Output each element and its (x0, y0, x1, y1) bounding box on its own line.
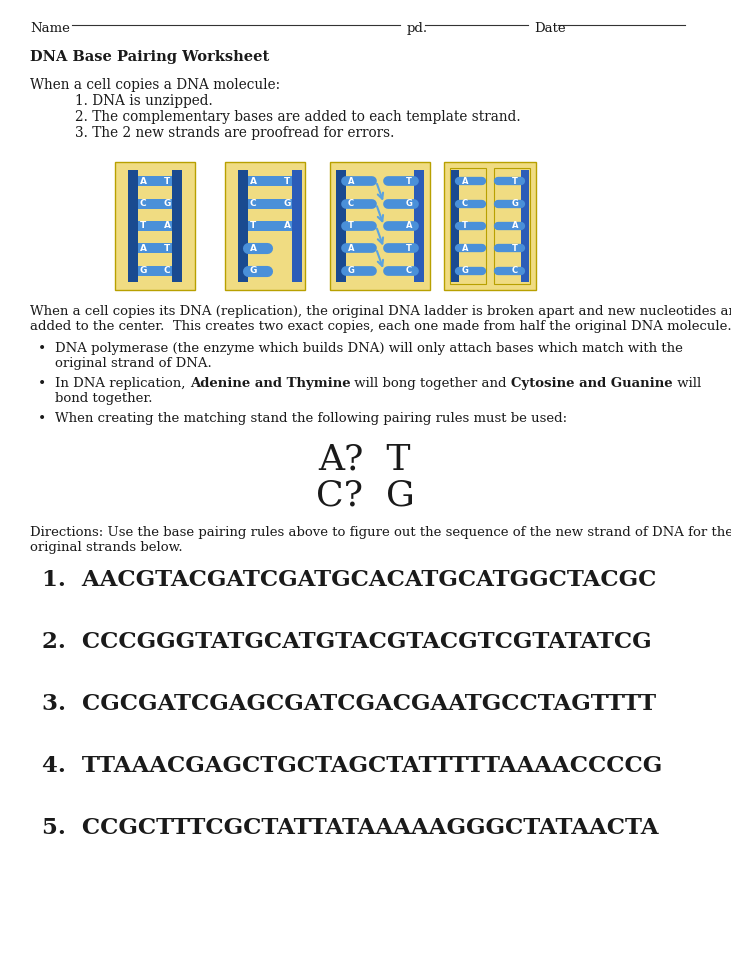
Bar (450, 168, 486, 284)
Text: T: T (348, 222, 354, 230)
Bar (248, 198, 292, 209)
Text: A: A (512, 222, 518, 230)
Bar (521, 170, 529, 282)
Text: C: C (164, 266, 170, 275)
Text: T: T (512, 244, 518, 253)
Text: A: A (249, 244, 257, 253)
Bar (292, 170, 302, 282)
Text: C: C (140, 199, 146, 208)
Bar (248, 221, 292, 231)
Text: DNA polymerase (the enzyme which builds DNA) will only attach bases which match : DNA polymerase (the enzyme which builds … (55, 342, 683, 355)
Text: G: G (347, 266, 355, 275)
Bar (138, 198, 172, 209)
Text: original strand of DNA.: original strand of DNA. (55, 357, 212, 370)
Text: •: • (38, 377, 46, 391)
Text: •: • (38, 342, 46, 356)
Text: C: C (250, 199, 257, 208)
Text: T: T (250, 222, 256, 230)
Text: When creating the matching stand the following pairing rules must be used:: When creating the matching stand the fol… (55, 412, 567, 425)
Text: A: A (406, 222, 412, 230)
Text: A: A (140, 177, 146, 186)
Text: T: T (462, 222, 468, 230)
Bar (138, 176, 172, 187)
Text: 1. DNA is unzipped.: 1. DNA is unzipped. (75, 94, 213, 108)
Text: T: T (284, 177, 290, 186)
Text: C?  G: C? G (316, 478, 414, 512)
Text: T: T (512, 177, 518, 186)
Bar (414, 170, 424, 282)
Bar (115, 162, 195, 290)
Text: T: T (406, 177, 412, 186)
Text: A?  T: A? T (319, 442, 412, 476)
Text: C: C (462, 199, 468, 208)
Text: G: G (512, 199, 518, 208)
Bar (138, 243, 172, 254)
Text: G: G (249, 266, 257, 275)
Text: G: G (406, 199, 412, 208)
Text: T: T (164, 177, 170, 186)
Text: added to the center.  This creates two exact copies, each one made from half the: added to the center. This creates two ex… (30, 320, 731, 333)
Bar (128, 170, 138, 282)
Text: Directions: Use the base pairing rules above to figure out the sequence of the n: Directions: Use the base pairing rules a… (30, 526, 731, 539)
Text: T: T (406, 244, 412, 253)
Text: pd.: pd. (407, 22, 428, 35)
Bar (138, 265, 172, 276)
Text: A: A (140, 244, 146, 253)
Text: 3. The 2 new strands are proofread for errors.: 3. The 2 new strands are proofread for e… (75, 126, 395, 140)
Bar (451, 170, 459, 282)
Text: A: A (284, 222, 290, 230)
Text: 2. The complementary bases are added to each template strand.: 2. The complementary bases are added to … (75, 110, 520, 124)
Text: 3.  CGCGATCGAGCGATCGACGAATGCCTAGTTTT: 3. CGCGATCGAGCGATCGACGAATGCCTAGTTTT (42, 693, 656, 715)
Bar (225, 162, 305, 290)
Text: In DNA replication,: In DNA replication, (55, 377, 189, 390)
Text: When a cell copies a DNA molecule:: When a cell copies a DNA molecule: (30, 78, 280, 92)
Bar (172, 170, 182, 282)
Text: A: A (348, 244, 355, 253)
Text: G: G (284, 199, 291, 208)
Text: will: will (673, 377, 701, 390)
Text: A: A (348, 177, 355, 186)
Text: A: A (462, 244, 469, 253)
Text: T: T (164, 244, 170, 253)
Text: 4.  TTAAACGAGCTGCTAGCTATTTTTAAAACCCCG: 4. TTAAACGAGCTGCTAGCTATTTTTAAAACCCCG (42, 755, 662, 777)
Bar (138, 221, 172, 231)
Bar (248, 176, 292, 187)
Bar (444, 162, 536, 290)
Text: 1.  AACGTACGATCGATGCACATGCATGGCTACGC: 1. AACGTACGATCGATGCACATGCATGGCTACGC (42, 569, 656, 591)
Text: When a cell copies its DNA (replication), the original DNA ladder is broken apar: When a cell copies its DNA (replication)… (30, 305, 731, 318)
Text: A: A (164, 222, 170, 230)
Bar (336, 170, 346, 282)
Text: Name: Name (30, 22, 70, 35)
Text: will bong together and: will bong together and (350, 377, 511, 390)
Bar (238, 170, 248, 282)
Text: 2.  CCCGGGTATGCATGTACGTACGTCGTATATCG: 2. CCCGGGTATGCATGTACGTACGTCGTATATCG (42, 631, 651, 653)
Text: bond together.: bond together. (55, 392, 153, 405)
Text: A: A (462, 177, 469, 186)
Text: G: G (163, 199, 170, 208)
Text: original strands below.: original strands below. (30, 541, 183, 554)
Text: C: C (348, 199, 354, 208)
Text: G: G (140, 266, 147, 275)
Bar (494, 168, 530, 284)
Text: C: C (512, 266, 518, 275)
Text: Adenine and Thymine: Adenine and Thymine (189, 377, 350, 390)
Text: G: G (461, 266, 469, 275)
Text: A: A (249, 177, 257, 186)
Text: Date: Date (534, 22, 566, 35)
Text: Cytosine and Guanine: Cytosine and Guanine (511, 377, 673, 390)
Text: T: T (140, 222, 146, 230)
Text: 5.  CCGCTTTCGCTATTATAAAAAGGGCTATAACTA: 5. CCGCTTTCGCTATTATAAAAAGGGCTATAACTA (42, 817, 659, 839)
Bar (330, 162, 430, 290)
Text: DNA Base Pairing Worksheet: DNA Base Pairing Worksheet (30, 50, 269, 64)
Text: C: C (406, 266, 412, 275)
Text: •: • (38, 412, 46, 426)
